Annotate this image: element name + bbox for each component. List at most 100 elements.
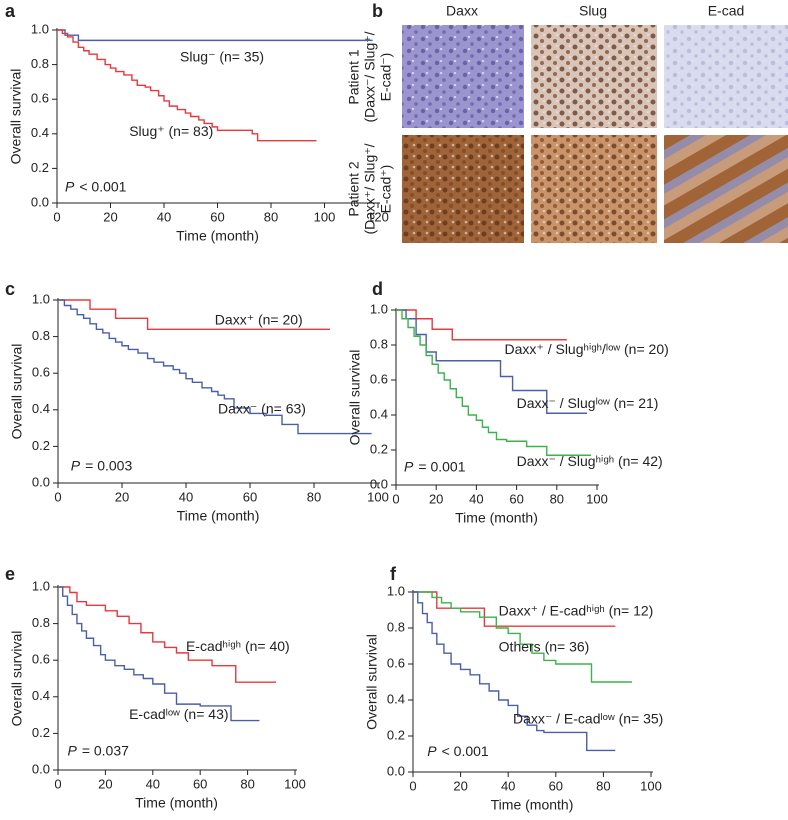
x-tick-label: 80: [596, 778, 610, 793]
y-tick-label: 0.0: [370, 476, 388, 491]
curve-label: Daxx⁺ (n= 20): [215, 312, 303, 328]
y-tick-label: 1.0: [32, 578, 50, 593]
x-tick-label: 40: [179, 489, 193, 504]
chart: e 0.0 0.2 0.4 0.6 0.8 1.0 0 20 40 60 80 100 Time (mon…: [5, 564, 306, 811]
p-symbol: P: [427, 743, 437, 759]
x-axis-label: Time (month): [491, 797, 574, 813]
p-symbol: P: [67, 742, 77, 758]
panel-label: c: [5, 279, 15, 299]
survival-curve: [58, 586, 260, 722]
y-tick-label: 0.0: [31, 194, 49, 209]
survival-curve: [396, 309, 587, 414]
x-tick-label: 20: [115, 489, 129, 504]
survival-curve: [413, 591, 632, 683]
p-symbol: P: [404, 458, 414, 474]
x-tick-label: 100: [640, 778, 662, 793]
survival-curve: [57, 29, 317, 142]
y-tick-label: 0.0: [32, 474, 50, 489]
x-axis-label: Time (month): [176, 228, 259, 244]
chart: d 0.0 0.2 0.4 0.6 0.8 1.0 0 20 40 60 80 100 Time (mon…: [347, 279, 669, 526]
p-value: P = 0.001: [404, 458, 466, 474]
row-label-line: E-cad⁻): [378, 53, 394, 102]
y-tick-label: 0.8: [32, 328, 50, 343]
p-text: < 0.001: [79, 178, 126, 194]
x-tick-label: 20: [453, 778, 467, 793]
p-value: P = 0.037: [67, 742, 129, 758]
x-tick-label: 40: [469, 491, 483, 506]
x-tick-label: 0: [392, 491, 399, 506]
curve-label: Slug⁺ (n= 83): [129, 123, 213, 139]
p-text: = 0.037: [82, 742, 129, 758]
survival-curve: [413, 591, 616, 752]
survival-curve: [396, 309, 591, 456]
x-tick-label: 100: [284, 776, 306, 791]
curve-label: Daxx⁺ / E-cadʰⁱᵍʰ (n= 12): [499, 603, 654, 619]
y-tick-label: 0.6: [32, 652, 50, 667]
y-tick-label: 0.8: [387, 619, 405, 634]
micrograph-texture: [531, 135, 657, 243]
y-tick-label: 0.2: [32, 438, 50, 453]
panel-label: e: [5, 564, 15, 584]
y-tick-label: 0.6: [370, 371, 388, 386]
micrograph-texture: [664, 135, 788, 243]
p-symbol: P: [65, 178, 75, 194]
y-tick-label: 0.0: [32, 761, 50, 776]
y-tick-label: 1.0: [370, 301, 388, 316]
x-tick-label: 60: [210, 209, 224, 224]
y-tick-label: 0.2: [31, 160, 49, 175]
row-label: Patient 1 (Daxx⁻/ Slug⁺/ E-cad⁻): [346, 31, 394, 122]
y-tick-label: 0.8: [32, 615, 50, 630]
y-axis-label: Overall survival: [9, 631, 25, 727]
curve-label: Daxx⁻ / Slugʰⁱᵍʰ (n= 42): [517, 453, 663, 469]
x-axis-label: Time (month): [455, 510, 538, 526]
y-tick-label: 0.6: [31, 91, 49, 106]
y-tick-label: 1.0: [31, 21, 49, 36]
row-label-line: Patient 2: [346, 161, 362, 216]
row-label-line: (Daxx⁻/ Slug⁺/: [362, 31, 378, 122]
row-label-line: E-cad⁺): [378, 165, 394, 214]
chart: f 0.0 0.2 0.4 0.6 0.8 1.0 0 20 40 60 80 100 Time (mon…: [364, 564, 664, 813]
x-tick-label: 20: [429, 491, 443, 506]
y-tick-label: 0.8: [370, 336, 388, 351]
p-text: < 0.001: [442, 743, 489, 759]
survival-curve: [396, 309, 567, 341]
x-tick-label: 80: [550, 491, 564, 506]
survival-curve: [58, 586, 277, 683]
x-tick-label: 80: [240, 776, 254, 791]
y-axis-label: Overall survival: [8, 69, 24, 165]
y-tick-label: 1.0: [387, 583, 405, 598]
survival-curve: [58, 299, 372, 435]
x-tick-label: 40: [501, 778, 515, 793]
y-tick-label: 0.4: [32, 401, 50, 416]
x-axis-label: Time (month): [135, 795, 218, 811]
y-tick-label: 0.2: [387, 727, 405, 742]
p-text: = 0.001: [418, 458, 465, 474]
p-value: P < 0.001: [65, 178, 127, 194]
x-tick-label: 100: [586, 491, 608, 506]
y-tick-label: 0.4: [370, 406, 388, 421]
y-axis-label: Overall survival: [347, 350, 363, 446]
y-tick-label: 0.4: [32, 688, 50, 703]
column-label: E-cad: [708, 3, 745, 19]
x-tick-label: 120: [367, 209, 389, 224]
y-axis-label: Overall survival: [9, 344, 25, 440]
x-tick-label: 0: [54, 489, 61, 504]
curve-label: Daxx⁺ / Slugʰⁱᵍʰ/ˡᵒʷ (n= 20): [505, 341, 669, 357]
p-text: = 0.003: [85, 457, 132, 473]
curve-label: Slug⁻ (n= 35): [180, 48, 264, 64]
panel-label: d: [372, 279, 383, 299]
y-tick-label: 0.8: [31, 56, 49, 71]
micrograph-texture: [664, 25, 788, 128]
curve-label: Others (n= 36): [499, 639, 590, 655]
x-tick-label: 40: [146, 776, 160, 791]
y-tick-label: 0.4: [31, 125, 49, 140]
x-tick-label: 100: [367, 489, 389, 504]
x-tick-label: 60: [509, 491, 523, 506]
panel-label: b: [372, 1, 383, 21]
y-tick-label: 0.6: [32, 365, 50, 380]
y-tick-label: 0.6: [387, 655, 405, 670]
x-tick-label: 20: [98, 776, 112, 791]
column-label: Slug: [579, 3, 607, 19]
y-tick-label: 0.0: [387, 763, 405, 778]
